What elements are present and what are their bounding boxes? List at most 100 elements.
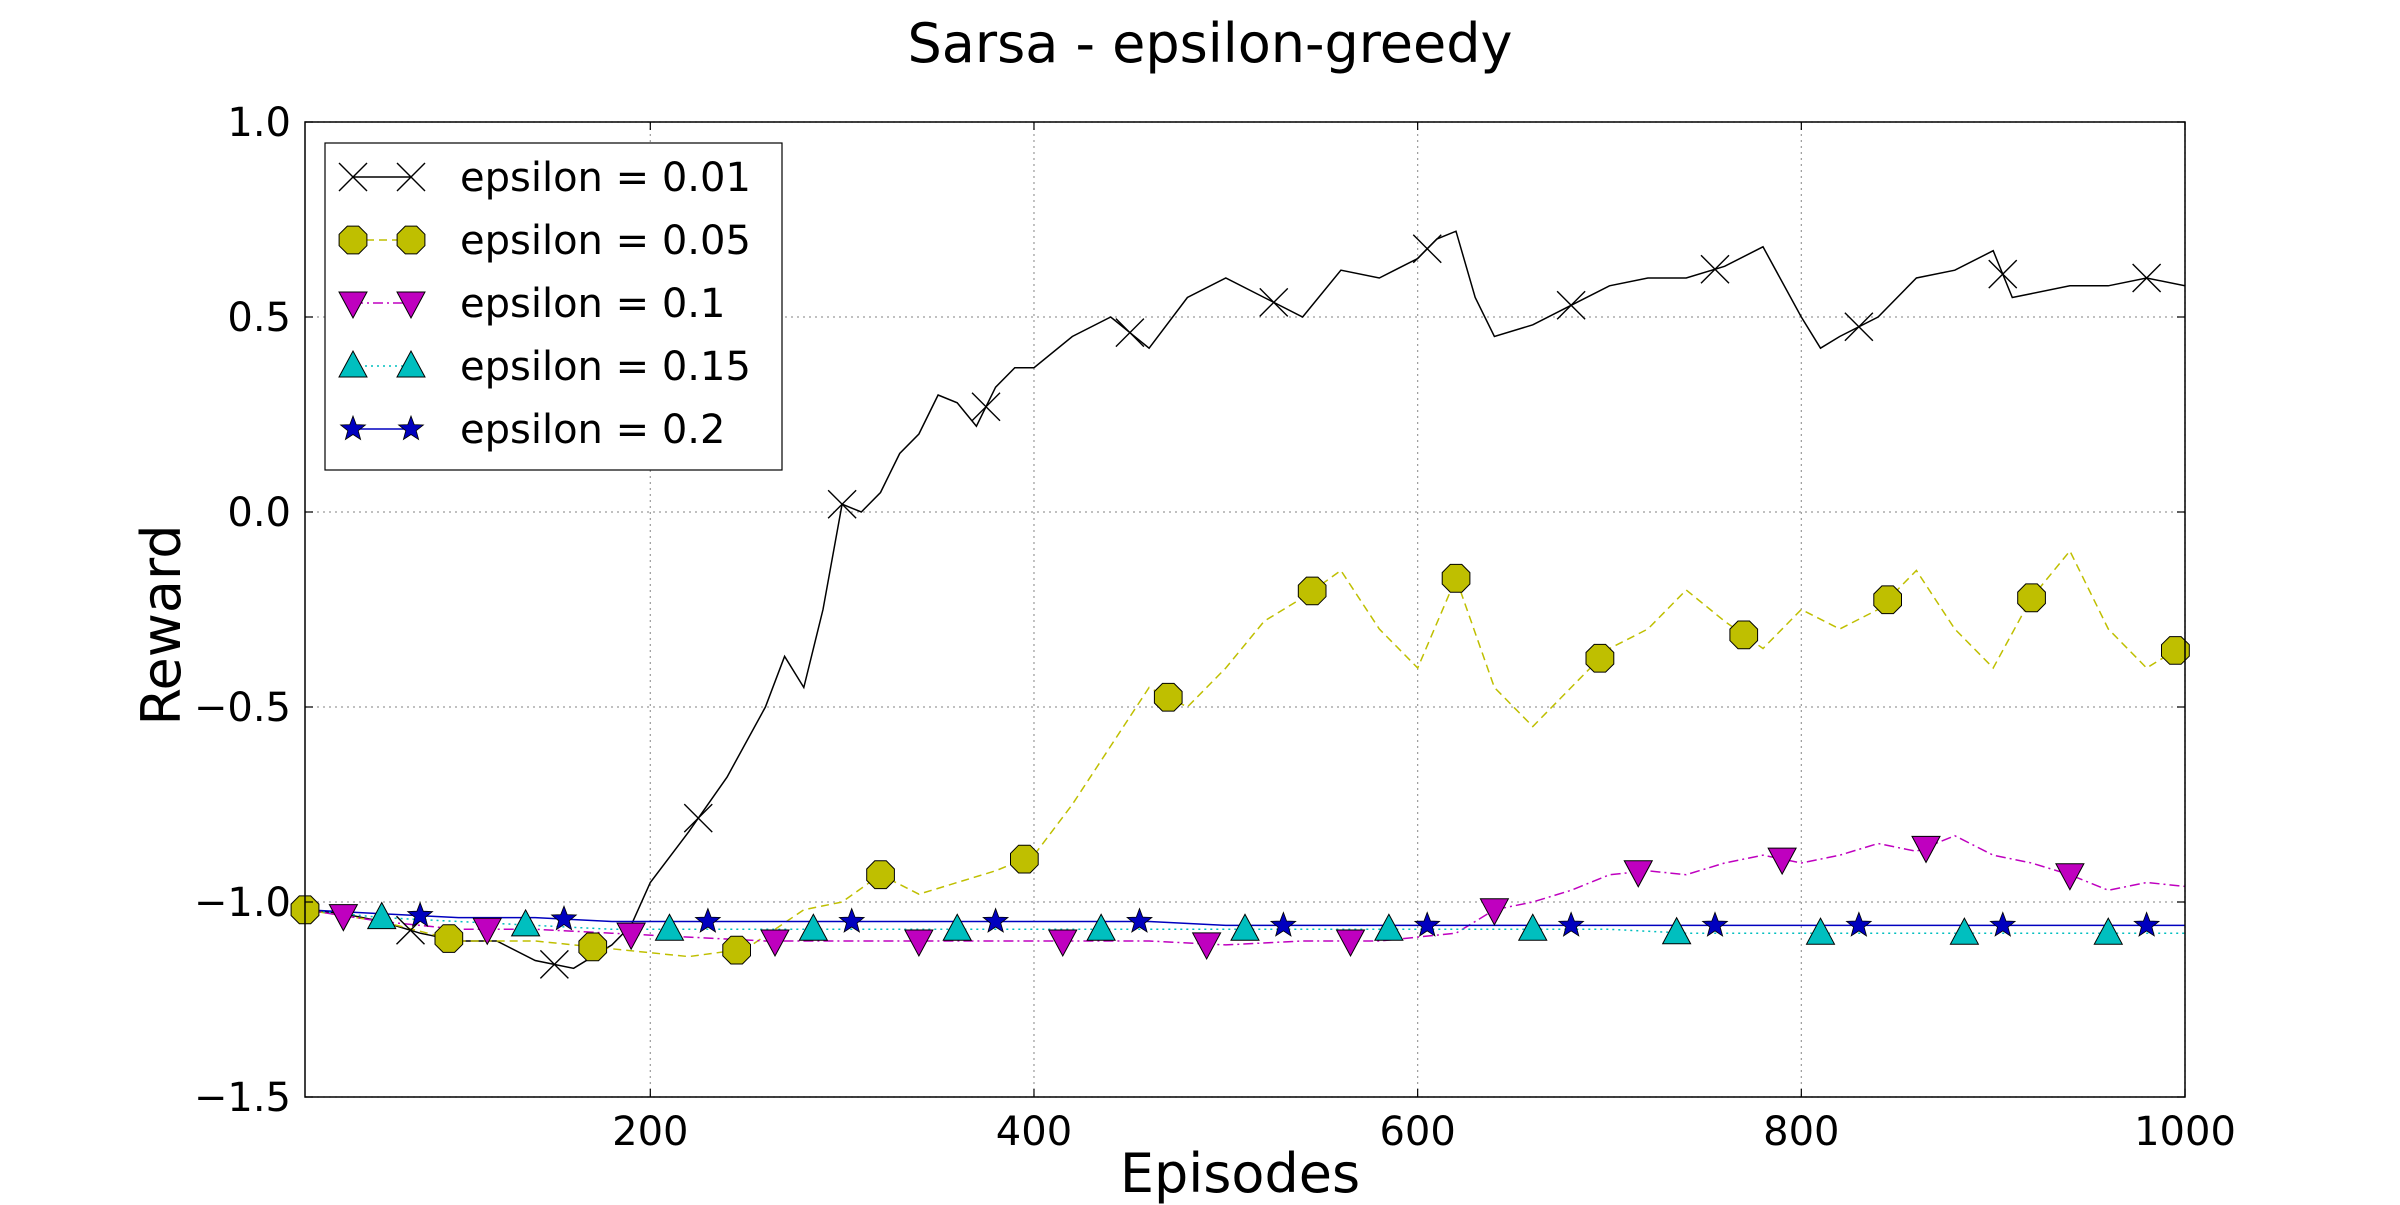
data-point bbox=[827, 489, 857, 519]
data-point bbox=[1115, 318, 1145, 348]
x-tick-label: 200 bbox=[612, 1109, 688, 1155]
legend-marker bbox=[338, 291, 368, 320]
axes bbox=[304, 121, 2186, 1098]
data-point bbox=[328, 904, 359, 932]
legend-marker bbox=[339, 414, 367, 441]
data-point bbox=[760, 929, 790, 958]
data-point bbox=[1297, 576, 1327, 606]
data-point bbox=[694, 907, 722, 933]
data-point bbox=[1374, 913, 1404, 941]
plot-area bbox=[290, 230, 2190, 979]
data-point bbox=[2055, 863, 2085, 891]
data-point bbox=[1517, 913, 1548, 941]
data-point bbox=[539, 949, 569, 979]
legend-label: epsilon = 0.05 bbox=[460, 218, 751, 264]
data-point bbox=[1988, 259, 2018, 289]
data-point bbox=[1412, 234, 1442, 264]
legend: epsilon = 0.01 epsilon = 0.05 epsilon = 0.… bbox=[324, 142, 783, 471]
data-point bbox=[2017, 583, 2046, 613]
data-point bbox=[982, 907, 1010, 933]
data-point bbox=[1191, 932, 1222, 960]
y-axis-label: Reward bbox=[130, 524, 193, 725]
data-point bbox=[1700, 254, 1730, 284]
data-point bbox=[472, 917, 503, 946]
data-point bbox=[654, 913, 685, 941]
data-point bbox=[1335, 929, 1366, 958]
data-point bbox=[1557, 911, 1585, 937]
x-axis-label: Episodes bbox=[1120, 1142, 1360, 1205]
data-point bbox=[550, 904, 578, 931]
legend-marker bbox=[338, 225, 368, 255]
data-point bbox=[1949, 917, 1980, 945]
data-point bbox=[866, 860, 895, 890]
series-line bbox=[305, 230, 2185, 970]
data-point bbox=[722, 935, 751, 965]
series-line bbox=[305, 909, 2185, 927]
legend-label: epsilon = 0.15 bbox=[460, 344, 751, 390]
legend-label: epsilon = 0.2 bbox=[460, 407, 725, 453]
data-point bbox=[1556, 290, 1586, 320]
data-point bbox=[1269, 911, 1297, 937]
data-point bbox=[1805, 917, 1836, 945]
data-point bbox=[1230, 913, 1260, 941]
data-point bbox=[1585, 643, 1615, 673]
x-tick-label: 400 bbox=[996, 1109, 1072, 1155]
data-point bbox=[942, 913, 973, 941]
legend-marker bbox=[338, 162, 368, 192]
legend-marker bbox=[338, 349, 368, 378]
legend-label: epsilon = 0.01 bbox=[460, 155, 751, 201]
data-point bbox=[798, 913, 829, 941]
plot-frame bbox=[304, 121, 2186, 1098]
tick-labels: 200 400 600 800 1000 −1.5 −1.0 −0.5 0.0 0.5 1.0 bbox=[194, 100, 2236, 1155]
data-point bbox=[2161, 636, 2190, 665]
data-point bbox=[1844, 312, 1874, 342]
data-point bbox=[1047, 929, 1078, 958]
data-point bbox=[1413, 911, 1441, 937]
data-point bbox=[434, 924, 464, 953]
series-group bbox=[305, 230, 2185, 970]
legend-box bbox=[324, 142, 783, 471]
legend-marker bbox=[397, 414, 425, 441]
legend-marker bbox=[396, 291, 426, 320]
series-line bbox=[305, 834, 2185, 946]
data-point bbox=[1010, 844, 1039, 874]
data-point bbox=[1441, 563, 1471, 593]
data-point bbox=[904, 929, 934, 958]
legend-marker bbox=[396, 225, 426, 255]
data-point bbox=[2093, 917, 2124, 945]
data-point bbox=[1153, 682, 1183, 712]
data-point bbox=[1989, 911, 2017, 937]
y-tick-label: −1.5 bbox=[194, 1075, 291, 1121]
x-tick-label: 600 bbox=[1379, 1109, 1455, 1155]
data-point bbox=[1086, 913, 1116, 941]
data-point bbox=[406, 901, 434, 928]
y-tick-label: −1.0 bbox=[194, 880, 291, 926]
data-point bbox=[2133, 911, 2161, 937]
data-point bbox=[1126, 907, 1153, 933]
data-point bbox=[1873, 585, 1902, 615]
y-tick-label: 1.0 bbox=[227, 100, 291, 146]
data-point bbox=[1767, 847, 1797, 876]
data-point bbox=[1729, 620, 1759, 650]
data-point bbox=[1701, 911, 1729, 937]
legend-label: epsilon = 0.1 bbox=[460, 281, 725, 327]
data-point bbox=[1479, 898, 1510, 926]
data-point bbox=[1845, 911, 1873, 937]
y-tick-label: −0.5 bbox=[194, 685, 291, 731]
data-point bbox=[616, 922, 646, 951]
x-tick-label: 800 bbox=[1763, 1109, 1839, 1155]
data-point bbox=[366, 901, 397, 930]
legend-marker bbox=[396, 162, 426, 192]
data-point bbox=[1911, 835, 1941, 864]
legend-marker bbox=[396, 349, 426, 378]
data-point bbox=[838, 907, 866, 933]
series-line bbox=[305, 549, 2185, 958]
data-point bbox=[1661, 916, 1692, 945]
data-point bbox=[578, 932, 608, 962]
data-point bbox=[683, 803, 713, 833]
data-point bbox=[1259, 287, 1289, 317]
x-tick-label: 1000 bbox=[2134, 1109, 2236, 1155]
data-point bbox=[1623, 860, 1654, 888]
data-point bbox=[971, 392, 1001, 422]
